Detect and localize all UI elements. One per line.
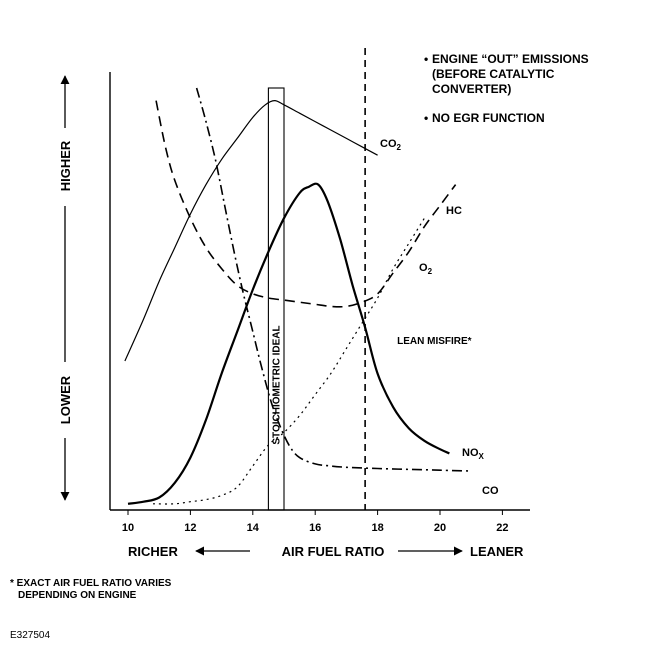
series-label-hc: HC [446, 205, 462, 217]
footnote-line-1: * EXACT AIR FUEL RATIO VARIES [10, 578, 172, 589]
series-label-main: CO [380, 138, 397, 150]
series-label-nox: NOX [462, 447, 485, 461]
series-label-co: CO [482, 485, 499, 497]
x-tick-label: 12 [184, 522, 196, 534]
x-tick-label: 16 [309, 522, 321, 534]
bullet-icon: • [424, 111, 429, 125]
series-label-sub: 2 [428, 267, 433, 276]
note-no-egr: • NO EGR FUNCTION [424, 111, 646, 126]
x-tick-label: 22 [496, 522, 508, 534]
series-label-co2: CO2 [380, 138, 402, 152]
lean-misfire-label: LEAN MISFIRE* [397, 336, 472, 347]
y-label-lower: LOWER [58, 375, 73, 424]
x-label-air-fuel-ratio: AIR FUEL RATIO [282, 544, 385, 559]
x-ticks: 10 12 14 16 18 20 22 [122, 510, 509, 534]
footnote: * EXACT AIR FUEL RATIO VARIES DEPENDING … [10, 578, 171, 602]
stoichiometric-label: STOICHIOMETRIC IDEAL [272, 325, 283, 444]
stoichiometric-box [267, 87, 285, 511]
series-label-sub: X [479, 452, 485, 461]
x-tick-label: 20 [434, 522, 446, 534]
figure-id: E327504 [10, 630, 51, 641]
series-line-co2 [124, 99, 378, 362]
series-line-hc [155, 100, 457, 308]
series-label-main: NO [462, 447, 479, 459]
series-line-o2 [152, 217, 425, 505]
x-tick-label: 10 [122, 522, 134, 534]
chart-notes: • ENGINE “OUT” EMISSIONS (BEFORE CATALYTI… [424, 52, 646, 140]
series-line-co [195, 87, 472, 472]
series-line-nox [127, 182, 450, 505]
y-axis-label: HIGHER LOWER [58, 75, 73, 501]
series-label-sub: 2 [397, 143, 402, 152]
series-label-o2: O2 [419, 262, 433, 276]
lean-misfire-marker: LEAN MISFIRE* [364, 48, 472, 510]
series-group [124, 87, 472, 505]
x-tick-label: 14 [247, 522, 260, 534]
x-label-richer: RICHER [128, 544, 178, 559]
footnote-line-2: DEPENDING ON ENGINE [18, 590, 137, 601]
series-label-main: CO [482, 485, 499, 497]
note-engine-out: • ENGINE “OUT” EMISSIONS (BEFORE CATALYTI… [424, 52, 646, 97]
note-line-1: ENGINE “OUT” EMISSIONS [432, 52, 589, 66]
note-line-3: CONVERTER) [432, 82, 512, 96]
chart-axes [109, 72, 530, 511]
series-label-main: HC [446, 205, 462, 217]
x-tick-label: 18 [371, 522, 383, 534]
note-line-egr: NO EGR FUNCTION [432, 111, 545, 125]
x-label-leaner: LEANER [470, 544, 524, 559]
x-axis-label: RICHER AIR FUEL RATIO LEANER [128, 544, 524, 559]
bullet-icon: • [424, 52, 429, 66]
stoichiometric-band: STOICHIOMETRIC IDEAL [267, 87, 285, 511]
y-label-higher: HIGHER [58, 140, 73, 191]
note-line-2: (BEFORE CATALYTIC [432, 67, 555, 81]
series-label-main: O [419, 262, 428, 274]
